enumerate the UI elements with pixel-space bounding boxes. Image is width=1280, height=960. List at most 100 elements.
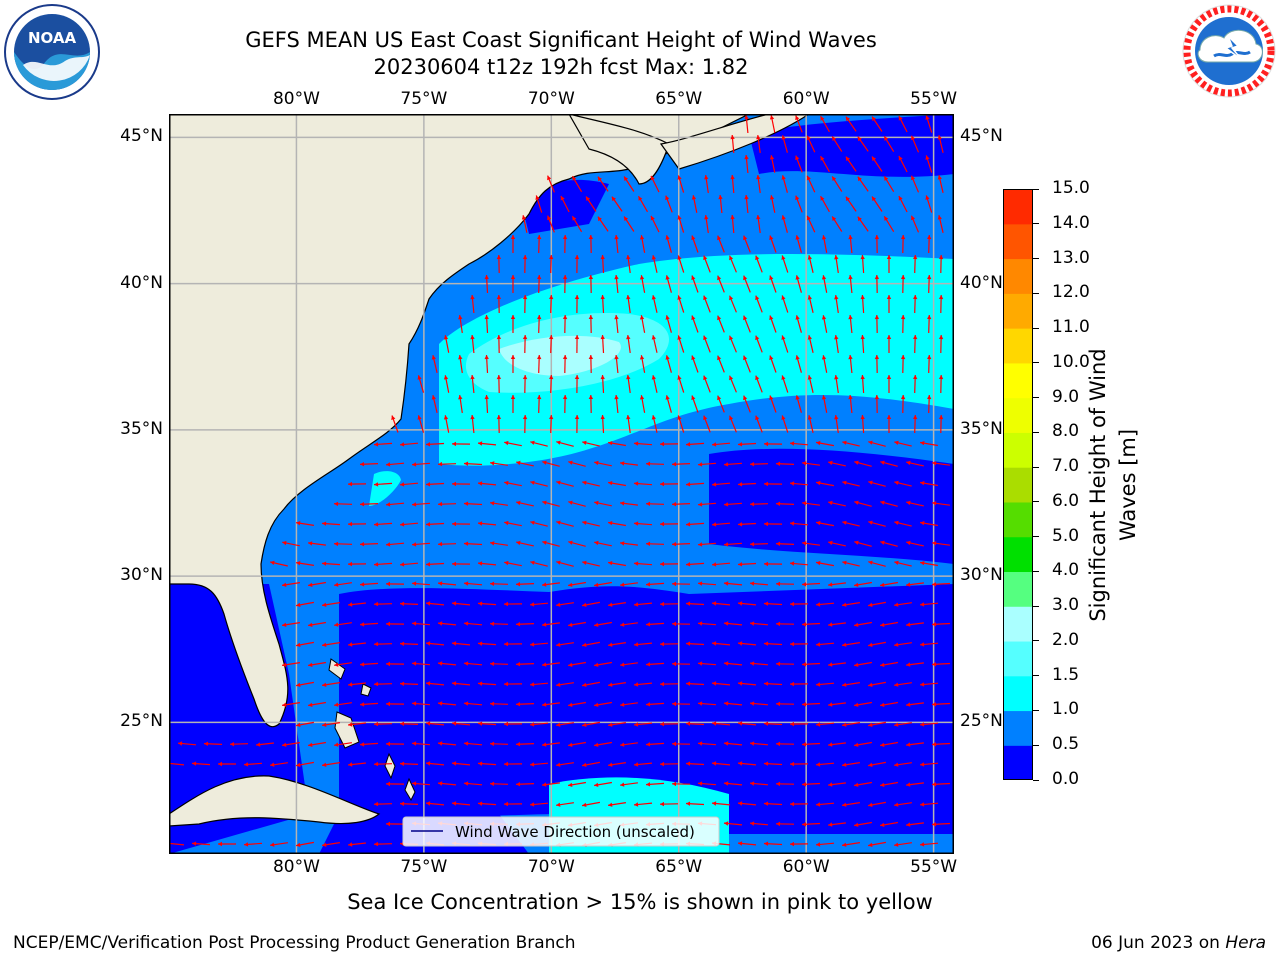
colorbar-tick-label: 15.0 [1052, 178, 1090, 198]
wave-arrow [537, 314, 542, 334]
colorbar-cell [1003, 536, 1033, 573]
wave-arrow [530, 480, 548, 487]
wave-arrow [437, 581, 457, 586]
wave-arrow [614, 354, 619, 374]
wave-arrow [801, 782, 821, 787]
wave-arrow [854, 741, 872, 747]
wave-arrow [574, 334, 580, 354]
wave-arrow [775, 661, 795, 667]
wave-arrow [919, 762, 939, 767]
wave-arrow [789, 521, 809, 526]
wave-arrow [789, 481, 809, 486]
wave-arrow [894, 682, 912, 687]
wave-arrow [729, 375, 737, 393]
wave-arrow [177, 741, 197, 746]
wave-arrow [781, 335, 789, 353]
wave-arrow [308, 621, 326, 627]
wave-arrow [697, 542, 717, 547]
wave-arrow [938, 294, 944, 314]
wave-arrow [385, 821, 405, 827]
wave-arrow [789, 841, 809, 847]
wave-arrow [417, 375, 425, 393]
wave-arrow [781, 415, 789, 433]
wave-arrow [594, 741, 612, 747]
wave-arrow [703, 255, 711, 273]
colorbar-tick-mark [1033, 744, 1039, 746]
wave-arrow [659, 761, 679, 767]
wave-arrow [704, 175, 709, 193]
wave-arrow [894, 602, 912, 607]
wave-arrow [477, 521, 497, 526]
wave-arrow [594, 581, 612, 587]
wave-arrow [425, 681, 445, 686]
wave-arrow [489, 661, 509, 666]
wave-arrow [477, 721, 497, 726]
wave-arrow [723, 701, 743, 706]
wave-arrow [645, 541, 665, 546]
wave-arrow [789, 801, 809, 807]
wave-arrow [737, 761, 757, 766]
wave-arrow [659, 681, 679, 687]
wave-arrow [650, 175, 660, 193]
wave-arrow [880, 621, 898, 627]
wave-arrow [723, 542, 743, 547]
wave-arrow [789, 641, 809, 647]
wave-arrow [860, 254, 865, 274]
wave-arrow [848, 354, 853, 374]
wave-arrow [828, 662, 846, 667]
wave-arrow [399, 442, 419, 447]
wave-arrow [530, 520, 548, 527]
wave-arrow [477, 801, 497, 806]
wave-arrow [463, 501, 483, 506]
colorbar-tick-mark [1033, 536, 1039, 538]
wave-arrow [334, 662, 352, 667]
wave-arrow [530, 560, 548, 567]
wave-arrow [769, 155, 776, 173]
wave-arrow [568, 460, 586, 467]
wave-arrow [516, 460, 534, 467]
wave-arrow [938, 334, 944, 354]
wave-arrow [322, 642, 340, 647]
wave-arrow [373, 761, 393, 767]
wave-arrow [463, 581, 483, 586]
wave-arrow [568, 500, 586, 507]
wave-arrow [594, 661, 612, 667]
wave-arrow [373, 522, 393, 527]
wave-arrow [821, 355, 828, 373]
wave-arrow [880, 460, 898, 467]
wave-arrow [665, 195, 673, 213]
wave-arrow [321, 561, 341, 566]
wave-arrow [815, 560, 835, 567]
wave-arrow [490, 501, 508, 506]
wave-arrow [828, 702, 846, 707]
wave-arrow [756, 215, 761, 233]
wave-arrow [685, 801, 705, 806]
wave-arrow [749, 502, 769, 507]
wave-arrow [463, 781, 483, 786]
wave-arrow [842, 560, 860, 567]
wave-arrow [871, 196, 883, 212]
lat-label-right: 45°N [960, 126, 1003, 147]
wave-arrow [711, 761, 731, 766]
wave-arrow [920, 441, 938, 447]
colorbar-cell [1003, 189, 1033, 225]
wave-arrow [900, 314, 906, 334]
wave-arrow [729, 295, 737, 313]
wave-arrow [906, 540, 924, 547]
wave-arrow [718, 194, 723, 214]
wave-arrow [348, 602, 366, 607]
wave-arrow [571, 215, 583, 233]
wave-arrow [677, 215, 685, 233]
wave-arrow [906, 460, 924, 467]
lon-label-top: 70°W [527, 89, 575, 109]
lon-label-bottom: 60°W [782, 857, 830, 877]
wave-arrow [560, 195, 570, 213]
wave-arrow [503, 761, 523, 767]
wave-arrow [749, 701, 769, 706]
wave-arrow [913, 334, 918, 354]
wave-arrow [723, 502, 743, 507]
wave-arrow [614, 274, 619, 294]
wave-arrow [529, 602, 549, 607]
wave-arrow [871, 116, 883, 132]
wave-arrow [831, 216, 843, 232]
